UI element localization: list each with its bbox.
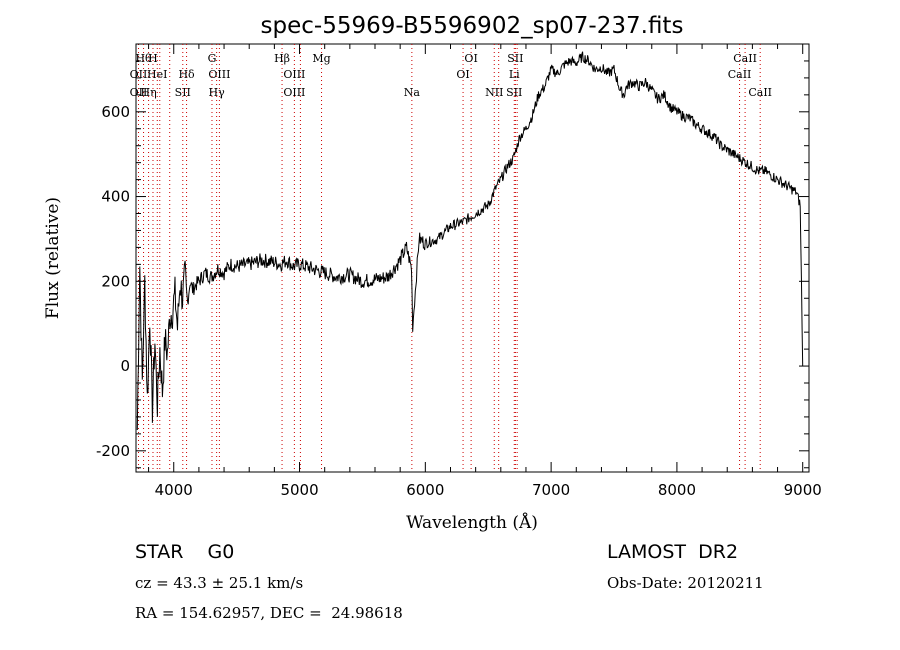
line-label: Li	[509, 68, 520, 81]
spectral-line-markers	[138, 44, 761, 472]
line-label: OII	[130, 86, 148, 99]
spectrum-line	[136, 51, 804, 431]
y-tick-label: 200	[101, 272, 130, 290]
line-label: HeI	[147, 68, 167, 81]
line-label: CaII	[733, 52, 757, 65]
x-axis-label: Wavelength (Å)	[406, 512, 538, 533]
line-label: Mg	[312, 52, 330, 65]
spectral-line-labels: OII OII Hθ Hη H HeI SII Hδ G Hγ OIII Hβ OIII OIII Mg Na…	[130, 52, 772, 99]
line-label: NII	[485, 86, 503, 99]
y-axis-label: Flux (relative)	[43, 197, 63, 319]
line-label: SII	[507, 52, 523, 65]
line-label: OIII	[208, 68, 230, 81]
line-label: OII	[130, 68, 148, 81]
y-tick-label: -200	[96, 442, 130, 460]
line-label: Na	[404, 86, 421, 99]
line-label: CaII	[728, 68, 752, 81]
plot-frame	[135, 43, 810, 473]
line-label: CaII	[748, 86, 772, 99]
object-class: STAR G0	[135, 541, 235, 563]
cz-value: cz = 43.3 ± 25.1 km/s	[135, 574, 304, 592]
x-tick-label: 9000	[784, 481, 822, 499]
axis-ticks	[136, 43, 809, 472]
line-label: G	[208, 52, 217, 65]
line-label: OI	[456, 68, 469, 81]
line-label: OI	[464, 52, 477, 65]
obs-date: Obs-Date: 20120211	[607, 574, 764, 592]
line-label: OIII	[283, 68, 305, 81]
y-tick-label: 0	[120, 357, 130, 375]
line-label: Hβ	[274, 52, 290, 65]
x-tick-label: 4000	[155, 481, 193, 499]
x-tick-label: 8000	[658, 481, 696, 499]
x-tick-label: 7000	[532, 481, 570, 499]
x-tick-label: 6000	[406, 481, 444, 499]
x-tick-label: 5000	[280, 481, 318, 499]
spectrum-chart: spec-55969-B5596902_sp07-237.fits OIIOII…	[43, 13, 822, 533]
chart-title: spec-55969-B5596902_sp07-237.fits	[261, 13, 684, 39]
line-label: Hη	[140, 86, 156, 99]
line-label: OIII	[283, 86, 305, 99]
line-label: H	[148, 52, 158, 65]
survey-name: LAMOST DR2	[607, 541, 739, 563]
coordinates: RA = 154.62957, DEC = 24.98618	[135, 604, 403, 622]
line-label: SII	[506, 86, 522, 99]
line-label: Hγ	[209, 86, 226, 99]
axis-tick-labels: 4000 5000 6000 7000 8000 9000 -200 0 200 400 600	[96, 103, 822, 499]
line-label: Hθ	[135, 52, 152, 65]
line-label: Hδ	[178, 68, 195, 81]
line-label: SII	[175, 86, 191, 99]
y-tick-label: 400	[101, 188, 130, 206]
y-tick-label: 600	[101, 103, 130, 121]
